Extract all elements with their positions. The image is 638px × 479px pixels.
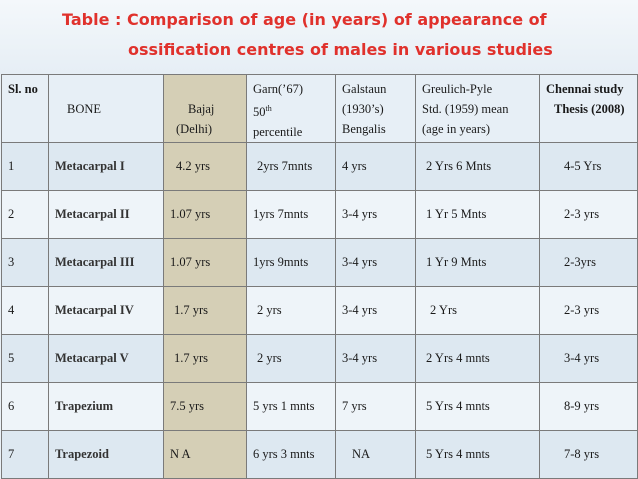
cell-galstaun: 4 yrs bbox=[335, 142, 416, 192]
table-row: 7 Trapezoid N A 6 yrs 3 mnts NA 5 Yrs 4 … bbox=[1, 430, 638, 479]
ossification-comparison-table: Sl. no BONE Bajaj (Delhi) Garn(’67) 50th… bbox=[1, 73, 638, 479]
cell-garn: 5 yrs 1 mnts bbox=[246, 382, 336, 432]
table-row: 5 Metacarpal V 1.7 yrs 2 yrs 3-4 yrs 2 Y… bbox=[1, 334, 638, 384]
cell-bajaj: 7.5 yrs bbox=[163, 382, 247, 432]
cell-chennai: 3-4 yrs bbox=[539, 334, 638, 384]
header-sl-no: Sl. no bbox=[1, 73, 49, 144]
cell-garn: 1yrs 9mnts bbox=[246, 238, 336, 288]
cell-sl: 7 bbox=[1, 430, 49, 479]
cell-greulich: 2 Yrs 6 Mnts bbox=[415, 142, 540, 192]
cell-chennai: 2-3 yrs bbox=[539, 190, 638, 240]
header-chennai-study: Chennai study Thesis (2008) bbox=[539, 73, 638, 144]
header-bajaj: Bajaj (Delhi) bbox=[163, 73, 247, 144]
cell-bone: Trapezoid bbox=[48, 430, 164, 479]
table-row: 4 Metacarpal IV 1.7 yrs 2 yrs 3-4 yrs 2 … bbox=[1, 286, 638, 336]
cell-galstaun: 3-4 yrs bbox=[335, 190, 416, 240]
table-title-line-2: ossification centres of males in various… bbox=[128, 40, 553, 59]
header-bone: BONE bbox=[48, 73, 164, 144]
table-title-line-1: Table : Comparison of age (in years) of … bbox=[62, 10, 547, 29]
header-galstaun: Galstaun (1930’s) Bengalis bbox=[335, 73, 416, 144]
cell-greulich: 2 Yrs 4 mnts bbox=[415, 334, 540, 384]
cell-sl: 5 bbox=[1, 334, 49, 384]
cell-garn: 2yrs 7mnts bbox=[246, 142, 336, 192]
cell-galstaun: 3-4 yrs bbox=[335, 238, 416, 288]
cell-bone: Metacarpal I bbox=[48, 142, 164, 192]
cell-greulich: 2 Yrs bbox=[415, 286, 540, 336]
cell-galstaun: 7 yrs bbox=[335, 382, 416, 432]
cell-sl: 4 bbox=[1, 286, 49, 336]
cell-bone: Trapezium bbox=[48, 382, 164, 432]
header-greulich-pyle: Greulich-Pyle Std. (1959) mean (age in y… bbox=[415, 73, 540, 144]
cell-greulich: 1 Yr 9 Mnts bbox=[415, 238, 540, 288]
cell-sl: 2 bbox=[1, 190, 49, 240]
cell-greulich: 5 Yrs 4 mnts bbox=[415, 430, 540, 479]
cell-bone: Metacarpal III bbox=[48, 238, 164, 288]
cell-sl: 1 bbox=[1, 142, 49, 192]
cell-chennai: 8-9 yrs bbox=[539, 382, 638, 432]
table-row: 6 Trapezium 7.5 yrs 5 yrs 1 mnts 7 yrs 5… bbox=[1, 382, 638, 432]
cell-greulich: 5 Yrs 4 mnts bbox=[415, 382, 540, 432]
cell-bajaj: 1.7 yrs bbox=[163, 286, 247, 336]
cell-bone: Metacarpal IV bbox=[48, 286, 164, 336]
cell-galstaun: 3-4 yrs bbox=[335, 334, 416, 384]
cell-bajaj: 1.7 yrs bbox=[163, 334, 247, 384]
table-row: 2 Metacarpal II 1.07 yrs 1yrs 7mnts 3-4 … bbox=[1, 190, 638, 240]
cell-garn: 1yrs 7mnts bbox=[246, 190, 336, 240]
cell-chennai: 2-3 yrs bbox=[539, 286, 638, 336]
cell-garn: 2 yrs bbox=[246, 286, 336, 336]
cell-chennai: 2-3yrs bbox=[539, 238, 638, 288]
cell-sl: 6 bbox=[1, 382, 49, 432]
cell-bajaj: 1.07 yrs bbox=[163, 190, 247, 240]
cell-bone: Metacarpal V bbox=[48, 334, 164, 384]
cell-garn: 6 yrs 3 mnts bbox=[246, 430, 336, 479]
cell-chennai: 4-5 Yrs bbox=[539, 142, 638, 192]
cell-chennai: 7-8 yrs bbox=[539, 430, 638, 479]
cell-bajaj: 1.07 yrs bbox=[163, 238, 247, 288]
cell-galstaun: NA bbox=[335, 430, 416, 479]
cell-bajaj: N A bbox=[163, 430, 247, 479]
slide-header: Table : Comparison of age (in years) of … bbox=[0, 0, 638, 74]
cell-bajaj: 4.2 yrs bbox=[163, 142, 247, 192]
table-header-row: Sl. no BONE Bajaj (Delhi) Garn(’67) 50th… bbox=[1, 73, 638, 144]
cell-bone: Metacarpal II bbox=[48, 190, 164, 240]
cell-greulich: 1 Yr 5 Mnts bbox=[415, 190, 540, 240]
header-garn: Garn(’67) 50th percentile bbox=[246, 73, 336, 144]
cell-galstaun: 3-4 yrs bbox=[335, 286, 416, 336]
table-row: 3 Metacarpal III 1.07 yrs 1yrs 9mnts 3-4… bbox=[1, 238, 638, 288]
table-body: 1 Metacarpal I 4.2 yrs 2yrs 7mnts 4 yrs … bbox=[1, 142, 638, 479]
table-row: 1 Metacarpal I 4.2 yrs 2yrs 7mnts 4 yrs … bbox=[1, 142, 638, 192]
cell-garn: 2 yrs bbox=[246, 334, 336, 384]
cell-sl: 3 bbox=[1, 238, 49, 288]
